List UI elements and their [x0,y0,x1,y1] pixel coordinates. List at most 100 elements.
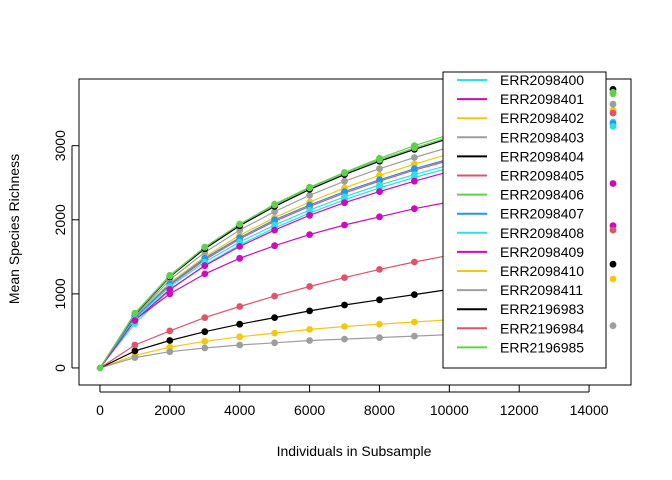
end-point-14 [609,226,617,234]
data-point [411,318,418,326]
legend-label: ERR2196983 [500,301,584,317]
legend-item: ERR2098406 [457,187,584,203]
end-point-15 [609,90,617,98]
data-point [271,292,278,300]
data-point [201,337,209,345]
legend-label: ERR2196985 [500,339,584,355]
legend-item: ERR2098401 [457,91,584,107]
legend-item: ERR2098410 [457,263,584,279]
data-point [341,177,348,185]
y-tick-label: 3000 [52,130,68,161]
legend-label: ERR2098404 [500,148,584,164]
legend-item: ERR2196985 [457,339,584,355]
legend-label: ERR2098403 [500,129,584,145]
end-point-10 [609,180,617,187]
y-tick-label: 1000 [52,278,68,309]
legend-label: ERR2098408 [500,225,584,241]
data-point [306,201,313,209]
data-point [306,337,313,344]
end-point-6 [609,109,617,117]
y-tick-label: 2000 [52,204,68,235]
end-point-9 [609,123,617,130]
data-point [341,335,348,343]
x-tick-label: 12000 [500,402,539,418]
y-axis-label: Mean Species Richness [6,154,22,304]
data-point [341,323,348,330]
data-point [306,231,313,239]
data-point [411,177,418,185]
data-point [96,364,104,372]
data-point [306,283,313,290]
data-point [201,328,209,336]
data-point [306,183,313,191]
data-point [236,333,244,341]
data-point [271,208,278,216]
legend-label: ERR2098405 [500,168,584,184]
x-axis-label: Individuals in Subsample [277,443,432,459]
data-point [376,296,383,304]
data-point [271,242,278,250]
data-point [411,165,418,173]
data-point [236,220,244,228]
data-point [271,314,278,321]
data-point [236,341,244,349]
legend-item: ERR2098411 [457,282,583,298]
legend-box [442,71,607,369]
data-point [411,258,418,266]
data-point [411,291,418,298]
data-point [271,226,278,234]
legend-item: ERR2098402 [457,110,584,126]
data-point [376,266,383,273]
data-point [131,317,139,324]
data-point [236,320,244,328]
data-point [376,154,383,162]
plot-frame [78,78,632,386]
data-point [411,171,418,179]
data-point [341,169,348,176]
data-point [201,344,209,352]
legend-label: ERR2098406 [500,187,584,203]
data-point [376,320,383,328]
x-tick-label: 2000 [154,402,185,418]
end-point-13 [609,260,617,268]
legend-label: ERR2098410 [500,263,584,279]
data-point [131,341,139,349]
data-point [376,188,383,196]
data-point [271,329,278,337]
data-point [306,211,313,219]
data-point [376,181,383,189]
legend: ERR2098400 ERR2098401 ERR2098402 ERR2098403… [442,71,607,369]
data-point [411,154,418,161]
legend-item: ERR2196983 [457,301,584,317]
data-point [166,286,174,293]
end-point-11 [609,275,617,283]
axes: 0 2000 4000 6000 8000 10000 12000 14000 0 1000 200… [52,78,632,418]
x-tick-label: 14000 [570,402,609,418]
legend-item: ERR2098403 [457,129,584,145]
legend-label: ERR2098411 [500,282,583,298]
x-tick-label: 10000 [430,402,469,418]
data-point [201,270,209,278]
x-tick-label: 6000 [294,402,325,418]
legend-item: ERR2098400 [457,72,584,88]
y-tick-label: 0 [52,364,68,372]
data-point [201,262,209,270]
legend-item: ERR2098405 [457,168,584,184]
data-point [271,221,278,229]
data-point [166,348,174,356]
legend-item: ERR2098407 [457,206,584,222]
data-point [131,309,139,317]
data-point [411,205,418,213]
data-point [166,337,174,344]
legend-item: ERR2098409 [457,244,584,260]
data-point [376,176,383,184]
data-point [236,303,244,310]
data-point [306,326,313,333]
data-point [376,213,383,221]
data-point [341,188,348,196]
legend-label: ERR2098407 [500,206,584,222]
data-point [341,193,348,201]
data-point [131,347,139,355]
legend-label: ERR2098401 [500,91,584,107]
